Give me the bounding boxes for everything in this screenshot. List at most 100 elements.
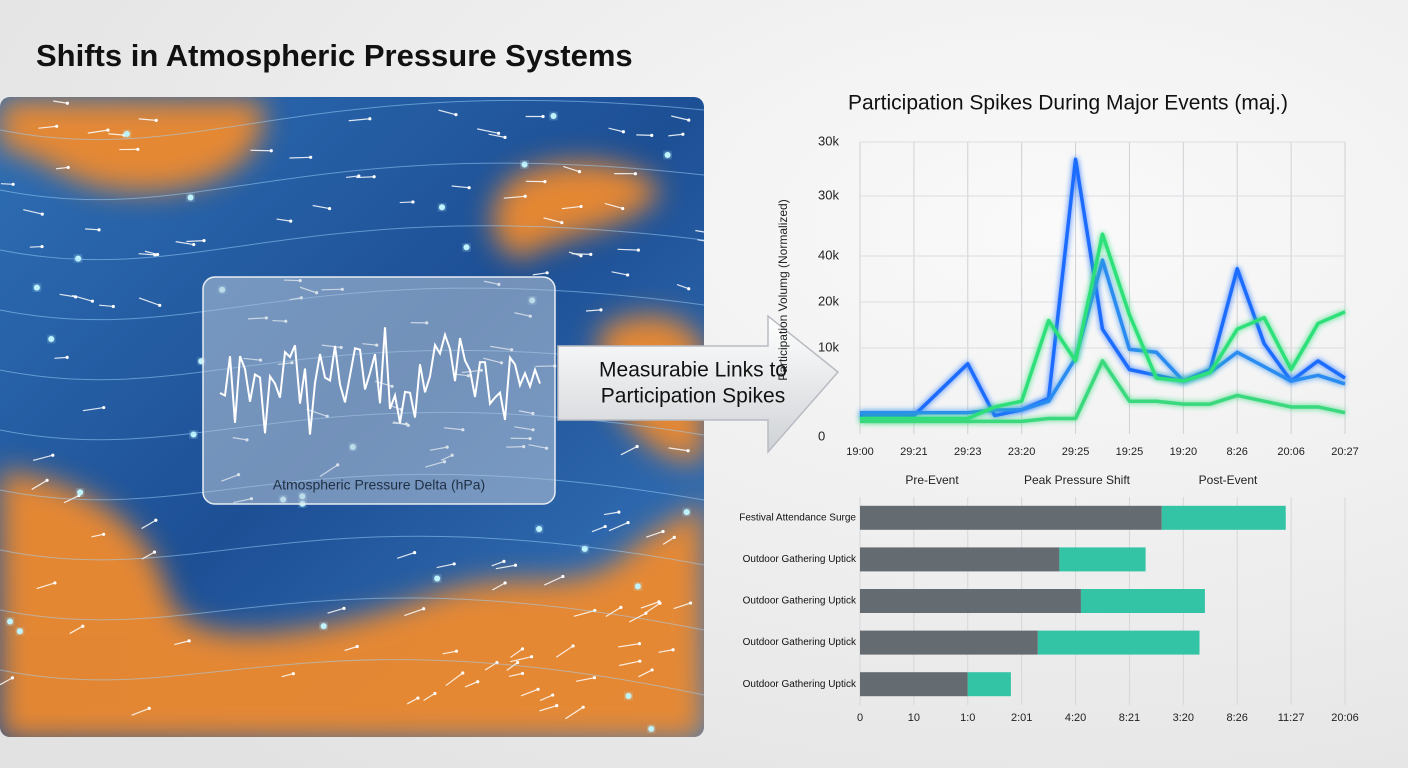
- wind-arrow-head: [192, 242, 196, 247]
- wind-arrow-head: [650, 133, 654, 137]
- wind-arrow: [510, 648, 523, 658]
- wind-arrow: [510, 656, 532, 663]
- map-light: [434, 575, 441, 582]
- wind-arrow-head: [687, 287, 691, 291]
- map-light: [536, 525, 543, 532]
- wind-arrow: [506, 661, 518, 671]
- wind-arrow-head: [672, 535, 676, 539]
- wind-arrow: [492, 582, 506, 591]
- wind-arrow-head: [152, 550, 157, 554]
- wind-arrow: [56, 166, 69, 170]
- line-chart: 30k 30k 40k 20k 10k 0 19:00 29:21 29:23 23:20 29:2…: [818, 133, 1359, 457]
- wind-arrow: [108, 133, 125, 136]
- x-tick-label: 8:26: [1227, 712, 1248, 724]
- wind-arrow: [565, 706, 584, 720]
- wind-arrow: [611, 271, 628, 276]
- pressure-panel-label: Atmospheric Pressure Delta (hPa): [273, 477, 485, 493]
- wind-arrow: [543, 575, 564, 586]
- wind-arrow: [532, 272, 548, 276]
- wind-arrow: [82, 406, 104, 412]
- wind-arrow-head: [513, 563, 518, 567]
- series-line: [860, 232, 1346, 421]
- wind-arrow-head: [545, 271, 549, 275]
- wind-arrow-head: [422, 607, 426, 611]
- wind-arrow-head: [368, 117, 372, 121]
- wind-arrow: [539, 694, 553, 702]
- wind-arrow-head: [102, 532, 106, 536]
- map-light: [7, 618, 14, 625]
- wind-arrow: [99, 304, 114, 308]
- x-tick-label: 1:0: [960, 712, 975, 724]
- wind-arrow: [495, 564, 516, 570]
- wind-arrow-head: [452, 562, 456, 566]
- wind-arrow: [348, 118, 370, 122]
- wind-arrow: [54, 356, 68, 359]
- map-light: [463, 244, 470, 251]
- wind-arrow: [640, 601, 660, 609]
- x-tick-label: 23:20: [1008, 446, 1036, 458]
- wind-arrow: [608, 522, 629, 532]
- wind-arrow: [138, 118, 157, 121]
- wind-arrow-head: [53, 581, 57, 585]
- wind-arrow: [344, 645, 358, 652]
- wind-arrow-head: [81, 624, 85, 628]
- wind-arrow-head: [309, 155, 313, 159]
- bar-segment: [1037, 630, 1200, 655]
- category-label: Outdoor Gathering Uptick: [743, 637, 857, 648]
- wind-arrow-head: [503, 581, 507, 585]
- wind-arrow: [508, 672, 523, 678]
- wind-arrow-head: [291, 672, 295, 676]
- wind-arrow: [138, 253, 155, 256]
- wind-arrow-head: [636, 248, 640, 252]
- wind-arrow: [491, 560, 505, 567]
- stream-line: [0, 162, 704, 201]
- series-line: [860, 258, 1346, 415]
- wind-arrow: [575, 677, 595, 682]
- wind-arrow: [436, 563, 455, 569]
- x-tick-label: 19:20: [1170, 446, 1198, 458]
- map-light: [16, 628, 23, 635]
- wind-arrow-head: [454, 113, 458, 117]
- wind-arrow: [29, 245, 43, 248]
- wind-arrow-head: [577, 170, 582, 174]
- column-header: Peak Pressure Shift: [1024, 473, 1131, 487]
- wind-arrow-head: [592, 676, 597, 680]
- wind-arrow-head: [617, 510, 621, 514]
- stream-line: [0, 99, 704, 141]
- wind-arrow-head: [543, 180, 547, 184]
- wind-arrow-head: [51, 453, 55, 457]
- map-light: [77, 489, 84, 496]
- wind-arrow: [638, 669, 653, 678]
- y-tick-label: 40k: [818, 247, 839, 262]
- wind-arrow: [697, 239, 704, 243]
- wind-arrow-head: [579, 204, 583, 209]
- wind-arrow: [312, 204, 330, 210]
- wind-arrow-head: [97, 228, 101, 232]
- wind-arrow: [276, 218, 291, 222]
- wind-arrow: [174, 640, 190, 646]
- wind-arrow: [676, 283, 689, 290]
- x-tick-label: 20:06: [1331, 712, 1359, 724]
- wind-arrow-head: [158, 303, 162, 307]
- wind-arrow: [520, 688, 539, 697]
- wind-arrow-head: [342, 606, 346, 610]
- y-tick-label: 30k: [818, 133, 839, 148]
- wind-arrow-head: [633, 172, 637, 176]
- x-tick-label: 19:00: [846, 446, 874, 458]
- map-light: [683, 509, 690, 516]
- category-label: Festival Attendance Surge: [739, 512, 856, 523]
- wind-arrow: [503, 195, 526, 199]
- stream-line: [0, 659, 704, 696]
- wind-arrow-head: [467, 186, 471, 190]
- wind-arrow: [561, 205, 582, 210]
- wind-arrow: [38, 125, 57, 129]
- wind-arrow: [568, 251, 582, 257]
- wind-arrow: [673, 602, 691, 610]
- x-tick-label: 20:06: [1277, 446, 1305, 458]
- wind-arrow-head: [11, 182, 15, 186]
- wind-arrow-head: [328, 206, 332, 211]
- map-light: [664, 152, 671, 159]
- stream-line: [0, 597, 704, 631]
- wind-arrow: [585, 309, 601, 312]
